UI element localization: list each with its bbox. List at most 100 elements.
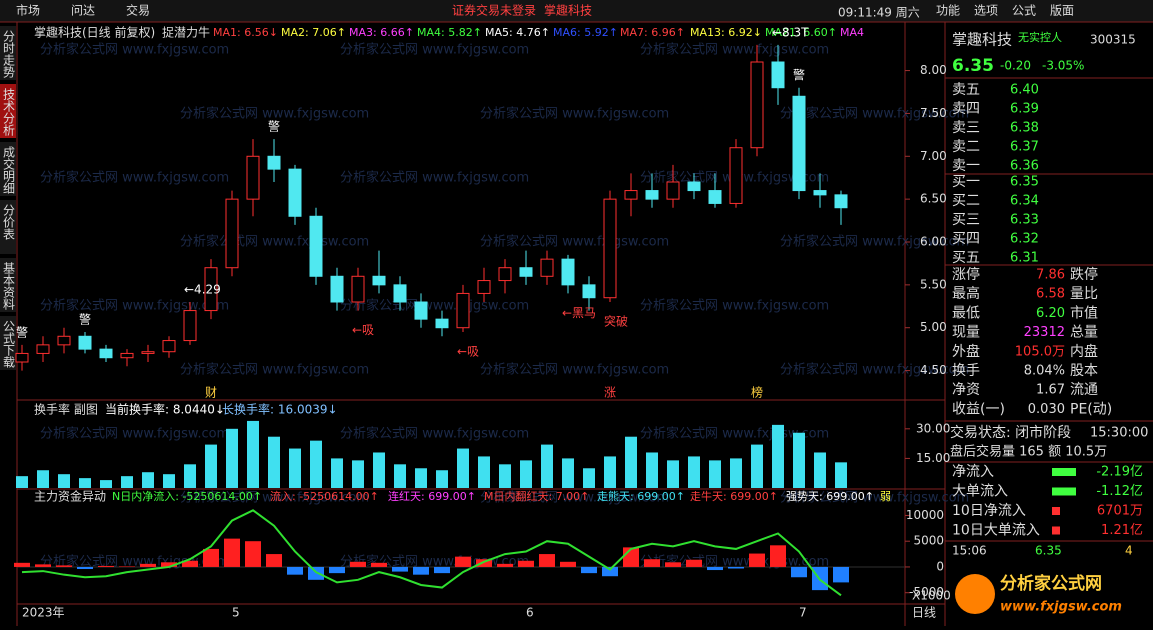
side-tab[interactable]: 公式下载 — [2, 320, 16, 369]
flow-bar — [518, 560, 534, 567]
menu-item[interactable]: 版面 — [1050, 4, 1074, 18]
legend: 连红天: 699.00↑ — [388, 490, 476, 503]
candle-body — [645, 190, 659, 200]
notice: 证券交易未登录 — [452, 3, 536, 18]
bar — [562, 458, 574, 488]
book-price: 6.32 — [1010, 232, 1039, 247]
flow-value: 6701万 — [1097, 504, 1143, 519]
legend: M日内翻红天: 7.00↑ — [484, 489, 589, 503]
stat-label: 现量 — [952, 325, 980, 341]
bar — [121, 476, 133, 488]
bar — [730, 458, 742, 488]
legend: 长换手率: 16.0039↓ — [222, 402, 338, 417]
watermark: 分析家公式网 www.fxjgsw.com — [40, 170, 229, 186]
candle-body — [141, 351, 155, 354]
ma-legend: MA4 — [840, 26, 864, 39]
flow-bar — [224, 538, 240, 567]
y-tick-label: 30.00 — [916, 421, 950, 435]
flow-indicator — [1052, 468, 1076, 476]
stat-label: 涨停 — [952, 266, 980, 283]
y-tick-label: 15.00 — [916, 451, 950, 465]
side-tab[interactable]: 技术分析 — [2, 88, 16, 137]
menu-item[interactable]: 公式 — [1012, 4, 1036, 18]
menu-item[interactable]: 交易 — [126, 3, 150, 18]
flow-bar — [497, 563, 513, 567]
watermark: 分析家公式网 www.fxjgsw.com — [480, 234, 669, 250]
indicator-name: 捉潜力牛 — [162, 25, 210, 40]
y-tick-label: 6.50 — [920, 192, 947, 206]
menu-item[interactable]: 功能 — [936, 4, 960, 18]
side-tab[interactable]: 基本资料 — [2, 262, 16, 310]
y-tick-label: 7.50 — [920, 106, 947, 120]
y-tick-label: 5.00 — [920, 320, 947, 334]
flow-bar — [308, 566, 324, 580]
book-label: 买一 — [952, 174, 980, 190]
bar — [793, 432, 805, 488]
stat-label: PE(动) — [1070, 401, 1112, 417]
x-label: 2023年 — [22, 606, 65, 620]
flow-bar — [161, 562, 177, 567]
candle-body — [99, 348, 113, 359]
flow-bar — [686, 559, 702, 567]
candle-body — [57, 335, 71, 346]
book-label: 买三 — [952, 212, 980, 228]
candle-body — [204, 267, 218, 312]
bar — [436, 470, 448, 488]
candle-body — [414, 301, 428, 320]
watermark: 分析家公式网 www.fxjgsw.com — [180, 234, 369, 250]
book-label: 卖一 — [952, 158, 980, 174]
book-price: 6.33 — [1010, 213, 1039, 228]
annotation: ←黑马 — [562, 306, 596, 320]
flow-label: 10日净流入 — [952, 503, 1026, 519]
candle-body — [330, 275, 344, 303]
legend: 强势天: 699.00↑ — [786, 490, 874, 503]
ma-legend: MA5: 4.76↑ — [485, 26, 550, 39]
bar — [667, 460, 679, 488]
side-tab[interactable]: 分时走势 — [2, 30, 16, 78]
bar — [352, 460, 364, 488]
candle-body — [813, 190, 827, 196]
stock-code: 300315 — [1090, 33, 1136, 47]
x-label: 6 — [526, 606, 534, 620]
watermark: 分析家公式网 www.fxjgsw.com — [40, 42, 229, 58]
stat-value: 23312 — [1024, 325, 1065, 340]
flow-bar — [203, 548, 219, 567]
ma-legend: MA1: 6.56↓ — [213, 26, 278, 39]
bar — [100, 480, 112, 488]
candle-body — [78, 335, 92, 350]
menu-item[interactable]: 问达 — [71, 4, 95, 18]
bar — [772, 424, 784, 488]
x-label: 5 — [232, 606, 240, 620]
stat-label: 最高 — [952, 285, 980, 302]
side-tab[interactable]: 分价表 — [2, 204, 16, 240]
stat-label: 市值 — [1070, 304, 1098, 321]
clock: 09:11:49 周六 — [838, 6, 920, 20]
bar — [205, 444, 217, 488]
annotation: ←8.3T — [772, 25, 809, 39]
flow-bar — [392, 566, 408, 572]
menu-item[interactable]: 选项 — [974, 4, 998, 18]
candle-body — [225, 198, 239, 269]
menu-item[interactable]: 市场 — [16, 3, 40, 18]
stat-label: 外盘 — [952, 343, 980, 360]
book-price: 6.36 — [1010, 159, 1039, 174]
flow-label: 净流入 — [952, 464, 994, 480]
flow-bar — [644, 559, 660, 567]
side-tab[interactable]: 成交明细 — [2, 146, 16, 194]
watermark: 分析家公式网 www.fxjgsw.com — [480, 490, 669, 506]
flow-value: 1.21亿 — [1101, 523, 1143, 538]
bar — [79, 478, 91, 488]
stat-label: 收益(一) — [952, 401, 1005, 417]
candle-body — [498, 267, 512, 282]
annotation: 榜 — [751, 385, 763, 400]
flow-indicator — [1052, 507, 1060, 515]
annotation: 警 — [16, 324, 28, 339]
chart-title: 换手率 副图 — [34, 402, 98, 417]
stock-name: 掌趣科技 — [952, 31, 1012, 49]
watermark: 分析家公式网 www.fxjgsw.com — [780, 362, 969, 378]
status: 交易状态: 闭市阶段 — [950, 424, 1071, 441]
flow-label: 10日大单流入 — [952, 523, 1040, 539]
bar — [163, 474, 175, 488]
bar — [289, 448, 301, 488]
